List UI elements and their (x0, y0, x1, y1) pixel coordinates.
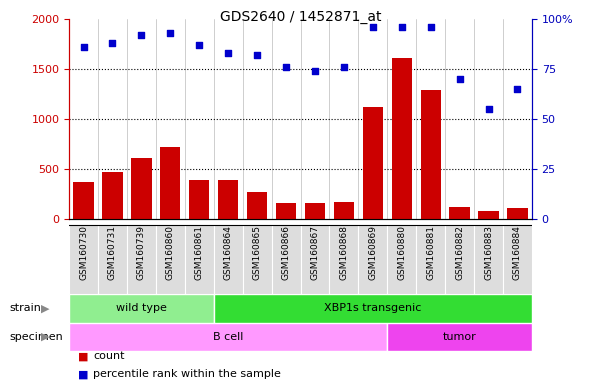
Text: ▶: ▶ (41, 303, 49, 313)
Point (368, 24, 377, 30)
Bar (243, 225, 272, 294)
Text: ▶: ▶ (41, 332, 49, 342)
Text: GSM160881: GSM160881 (426, 225, 435, 280)
Text: count: count (93, 351, 124, 361)
Text: GSM160861: GSM160861 (195, 225, 204, 280)
Point (426, 24, 436, 30)
Text: GSM160730: GSM160730 (79, 225, 88, 280)
Bar (247, 192, 267, 219)
Bar (156, 225, 185, 294)
Text: GDS2640 / 1452871_at: GDS2640 / 1452871_at (220, 10, 381, 23)
Text: GSM160869: GSM160869 (368, 225, 377, 280)
Text: GSM160883: GSM160883 (484, 225, 493, 280)
Bar (334, 202, 354, 219)
Text: GSM160865: GSM160865 (252, 225, 261, 280)
Text: percentile rank within the sample: percentile rank within the sample (93, 369, 281, 379)
Point (281, 64, 291, 70)
Bar (392, 58, 412, 219)
Text: XBP1s transgenic: XBP1s transgenic (324, 303, 421, 313)
Text: tumor: tumor (443, 332, 477, 342)
Point (108, 40, 117, 46)
Bar (131, 158, 151, 219)
Text: strain: strain (9, 303, 41, 313)
Text: GSM160882: GSM160882 (455, 225, 464, 280)
Text: GSM160731: GSM160731 (108, 225, 117, 280)
Bar (127, 225, 156, 294)
Bar (503, 225, 532, 294)
Point (165, 30, 175, 36)
Bar (305, 204, 325, 219)
Point (513, 86, 522, 92)
Bar (387, 225, 416, 294)
Bar (358, 225, 387, 294)
Bar (214, 294, 532, 323)
Point (195, 42, 204, 48)
Bar (474, 225, 503, 294)
Bar (69, 294, 214, 323)
Bar (102, 172, 123, 219)
Bar (387, 323, 532, 351)
Point (79, 44, 88, 50)
Point (397, 24, 406, 30)
Point (136, 32, 146, 38)
Bar (329, 225, 358, 294)
Text: GSM160867: GSM160867 (311, 225, 320, 280)
Bar (272, 225, 300, 294)
Bar (73, 182, 94, 219)
Bar (218, 180, 239, 219)
Point (252, 52, 262, 58)
Bar (445, 225, 474, 294)
Bar (421, 89, 441, 219)
Point (455, 76, 465, 82)
Text: ■: ■ (78, 369, 88, 379)
Point (310, 68, 320, 74)
Bar (189, 180, 209, 219)
Bar (507, 208, 528, 219)
Bar (185, 225, 214, 294)
Text: GSM160868: GSM160868 (340, 225, 349, 280)
Text: specimen: specimen (9, 332, 63, 342)
Text: B cell: B cell (213, 332, 243, 342)
Bar (416, 225, 445, 294)
Text: wild type: wild type (116, 303, 167, 313)
Bar (214, 225, 243, 294)
Text: GSM160860: GSM160860 (166, 225, 175, 280)
Bar (69, 225, 98, 294)
Text: ■: ■ (78, 351, 88, 361)
Bar (98, 225, 127, 294)
Bar (300, 225, 329, 294)
Text: GSM160864: GSM160864 (224, 225, 233, 280)
Bar (450, 207, 470, 219)
Bar (362, 107, 383, 219)
Bar (276, 203, 296, 219)
Bar (69, 323, 387, 351)
Bar (160, 147, 180, 219)
Text: GSM160884: GSM160884 (513, 225, 522, 280)
Text: GSM160866: GSM160866 (281, 225, 290, 280)
Bar (478, 211, 499, 219)
Text: GSM160739: GSM160739 (137, 225, 146, 280)
Point (224, 50, 233, 56)
Point (339, 64, 349, 70)
Text: GSM160880: GSM160880 (397, 225, 406, 280)
Point (484, 106, 493, 112)
